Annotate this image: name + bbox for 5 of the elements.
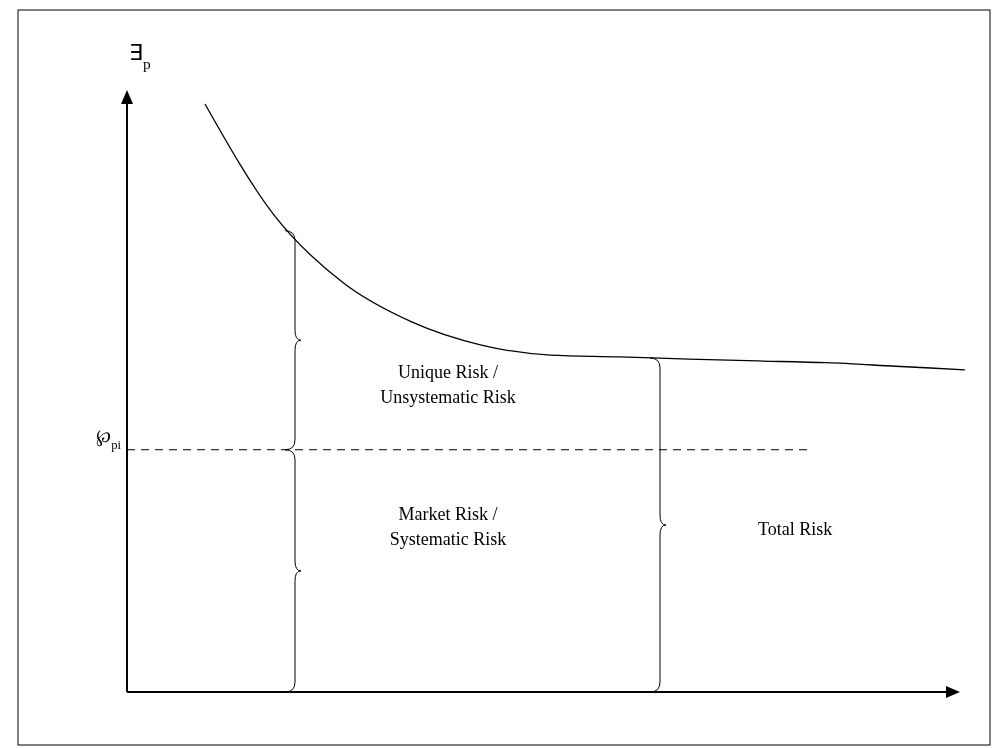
y-axis-title: ∃$_{p}$	[129, 40, 151, 72]
annotation: Market Risk / Systematic Risk	[389, 503, 507, 549]
annotation: Total Risk	[758, 518, 833, 539]
annotation: Unique Risk / Unsystematic Risk	[380, 361, 516, 407]
ref-line-label: ℘$_{pi}$	[96, 425, 122, 452]
